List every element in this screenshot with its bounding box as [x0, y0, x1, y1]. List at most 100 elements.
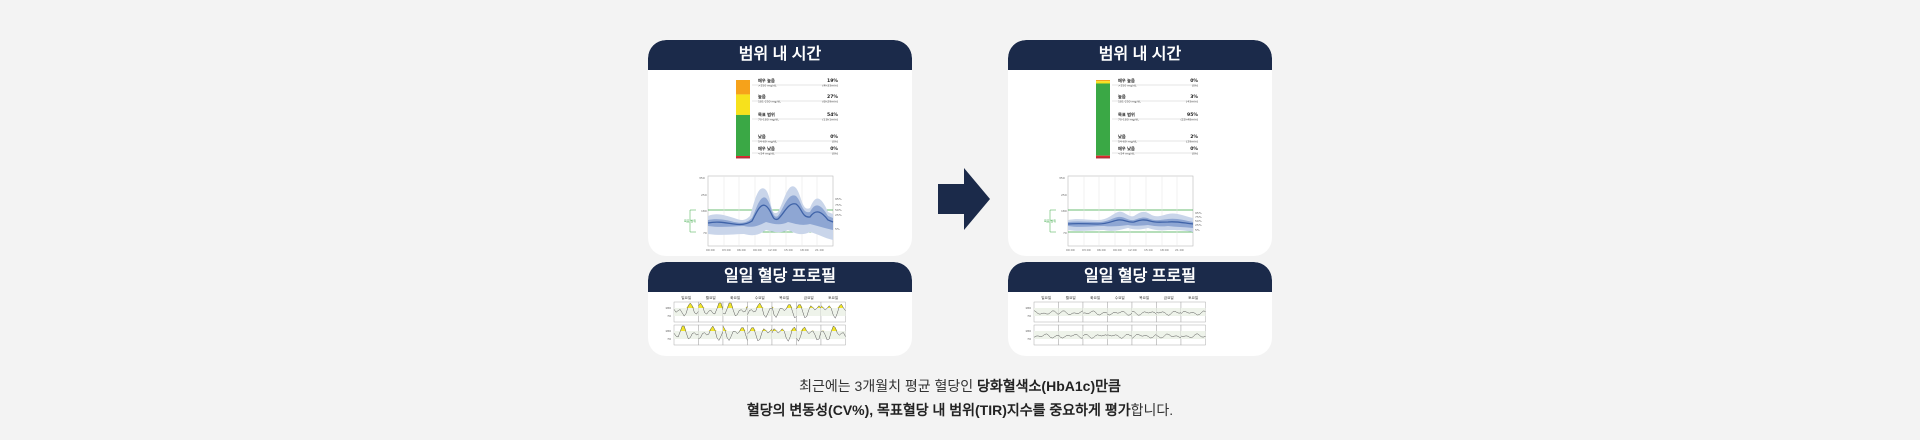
daily-target-band: [796, 308, 821, 316]
tir-bar-segment: [736, 114, 750, 156]
svg-text:06:00: 06:00: [737, 248, 746, 252]
daily-glucose-line: [1033, 310, 1059, 315]
svg-text:75%: 75%: [835, 203, 842, 207]
svg-text:25%: 25%: [835, 213, 842, 217]
daily-target-band: [1132, 331, 1157, 339]
left-daily-panel: 일일 혈당 프로필 일요일 월요일 화요일 수요일 목요일 금요일 토요일 180 70 180 7…: [648, 262, 912, 356]
svg-text:5%: 5%: [1195, 228, 1200, 232]
tir-row-percent: 2%: [1190, 134, 1198, 140]
tir-row-duration: (0h): [832, 140, 838, 144]
daily-target-band: [747, 308, 772, 316]
tir-bar-segment: [736, 157, 750, 159]
tir-row-range: <54 mg/dL: [1118, 152, 1135, 156]
tir-row-label: 매우 높음: [758, 77, 775, 84]
daily-axis-label: 70: [1027, 314, 1031, 318]
daily-glucose-line: [1058, 310, 1084, 315]
tir-row-percent: 95%: [1187, 112, 1198, 118]
daily-glucose-line: [1082, 310, 1108, 316]
daily-axis-label: 70: [1027, 337, 1031, 341]
left-daily-body: 일요일 월요일 화요일 수요일 목요일 금요일 토요일 180 70 180 70: [648, 292, 912, 356]
daily-target-band: [698, 331, 723, 339]
daily-day-label: 일요일: [681, 295, 691, 300]
right-daily-chart: 일요일 월요일 화요일 수요일 목요일 금요일 토요일 180 70 180 70: [1025, 295, 1206, 346]
daily-glucose-line: [722, 302, 748, 317]
left-tir-title: 범위 내 시간: [648, 40, 912, 70]
daily-glucose-line: [747, 302, 773, 318]
daily-glucose-line: [1156, 311, 1182, 316]
tir-bar-segment: [1096, 155, 1110, 158]
daily-day-label: 수요일: [1115, 295, 1125, 300]
daily-glucose-line: [796, 326, 822, 342]
left-tir-panel: 범위 내 시간 매우 높음 >250 mg/dL 19% (4h33min) 높음 181…: [648, 40, 912, 256]
daily-target-band: [723, 308, 748, 316]
daily-target-band: [1156, 308, 1181, 316]
daily-target-band: [772, 308, 797, 316]
tir-row-percent: 0%: [830, 146, 838, 152]
right-tir-bar: [1096, 80, 1110, 159]
daily-glucose-line: [1131, 333, 1157, 339]
daily-target-band: [1034, 331, 1059, 339]
tir-row-duration: (4h33min): [822, 84, 838, 88]
daily-day-label: 월요일: [706, 295, 716, 300]
daily-day-label: 일요일: [1041, 295, 1051, 300]
daily-high-fill: [821, 326, 846, 331]
svg-text:21:00: 21:00: [1175, 248, 1184, 252]
caption-line-1: 최근에는 3개월치 평균 혈당인 당화혈색소(HbA1c)만큼: [0, 374, 1920, 398]
daily-glucose-line: [673, 302, 699, 317]
tir-row-percent: 0%: [1190, 146, 1198, 152]
daily-axis-label: 70: [667, 337, 671, 341]
right-tir-title: 범위 내 시간: [1008, 40, 1272, 70]
daily-target-band: [674, 308, 699, 316]
right-daily-title: 일일 혈당 프로필: [1008, 262, 1272, 292]
daily-target-band: [1107, 308, 1132, 316]
tir-row-label: 목표 범위: [1118, 111, 1135, 118]
daily-glucose-line: [1082, 334, 1108, 339]
daily-axis-label: 180: [1025, 329, 1031, 333]
svg-text:09:00: 09:00: [1113, 248, 1122, 252]
left-tir-bar: [736, 80, 750, 159]
tir-row-label: 목표 범위: [758, 111, 775, 118]
tir-row-percent: 0%: [1190, 78, 1198, 84]
daily-glucose-line: [771, 304, 797, 319]
svg-text:00:00: 00:00: [1066, 248, 1075, 252]
tir-row-duration: (0h): [832, 152, 838, 156]
daily-glucose-line: [1132, 311, 1157, 316]
tir-row-label: 매우 낮음: [1118, 145, 1135, 152]
svg-text:250: 250: [1061, 193, 1067, 197]
right-daily-panel: 일일 혈당 프로필 일요일 월요일 화요일 수요일 목요일 금요일 토요일 180 70 180 7…: [1008, 262, 1272, 356]
right-tir-body: 매우 높음 >250 mg/dL 0% (0h) 높음 181-250 mg/dL 3% (4…: [1008, 70, 1272, 256]
svg-text:5%: 5%: [835, 227, 840, 231]
daily-target-band: [821, 331, 846, 339]
svg-text:03:00: 03:00: [722, 248, 731, 252]
daily-target-band: [698, 308, 723, 316]
daily-target-band: [1058, 331, 1083, 339]
daily-target-band: [723, 331, 748, 339]
daily-high-fill: [796, 304, 821, 308]
daily-day-label: 금요일: [1164, 295, 1174, 300]
daily-target-band: [1156, 331, 1181, 339]
daily-high-fill: [772, 304, 797, 308]
arrow-right-icon: [938, 168, 990, 230]
daily-target-band: [1083, 331, 1108, 339]
daily-glucose-line: [1180, 310, 1206, 316]
svg-text:25%: 25%: [1195, 223, 1202, 227]
caption-line-2: 혈당의 변동성(CV%), 목표혈당 내 범위(TIR)지수를 중요하게 평가합…: [0, 398, 1920, 422]
daily-day-label: 수요일: [755, 295, 765, 300]
daily-day-label: 토요일: [1188, 295, 1198, 300]
caption-line-2-bold: 혈당의 변동성(CV%), 목표혈당 내 범위(TIR)지수를 중요하게 평가: [746, 402, 1131, 418]
tir-row-label: 매우 낮음: [758, 145, 775, 152]
tir-bar-segment: [1096, 81, 1110, 84]
tir-row-duration: (13h1min): [822, 118, 838, 122]
daily-day-label: 토요일: [828, 295, 838, 300]
daily-high-fill: [821, 304, 846, 308]
daily-day-label: 목요일: [779, 295, 789, 300]
svg-text:180: 180: [1061, 209, 1067, 213]
tir-bar-segment: [1096, 80, 1110, 82]
tir-row-range: 70-180 mg/dL: [758, 118, 779, 122]
daily-glucose-line: [1180, 333, 1206, 339]
tir-row-duration: (29min): [1186, 140, 1198, 144]
